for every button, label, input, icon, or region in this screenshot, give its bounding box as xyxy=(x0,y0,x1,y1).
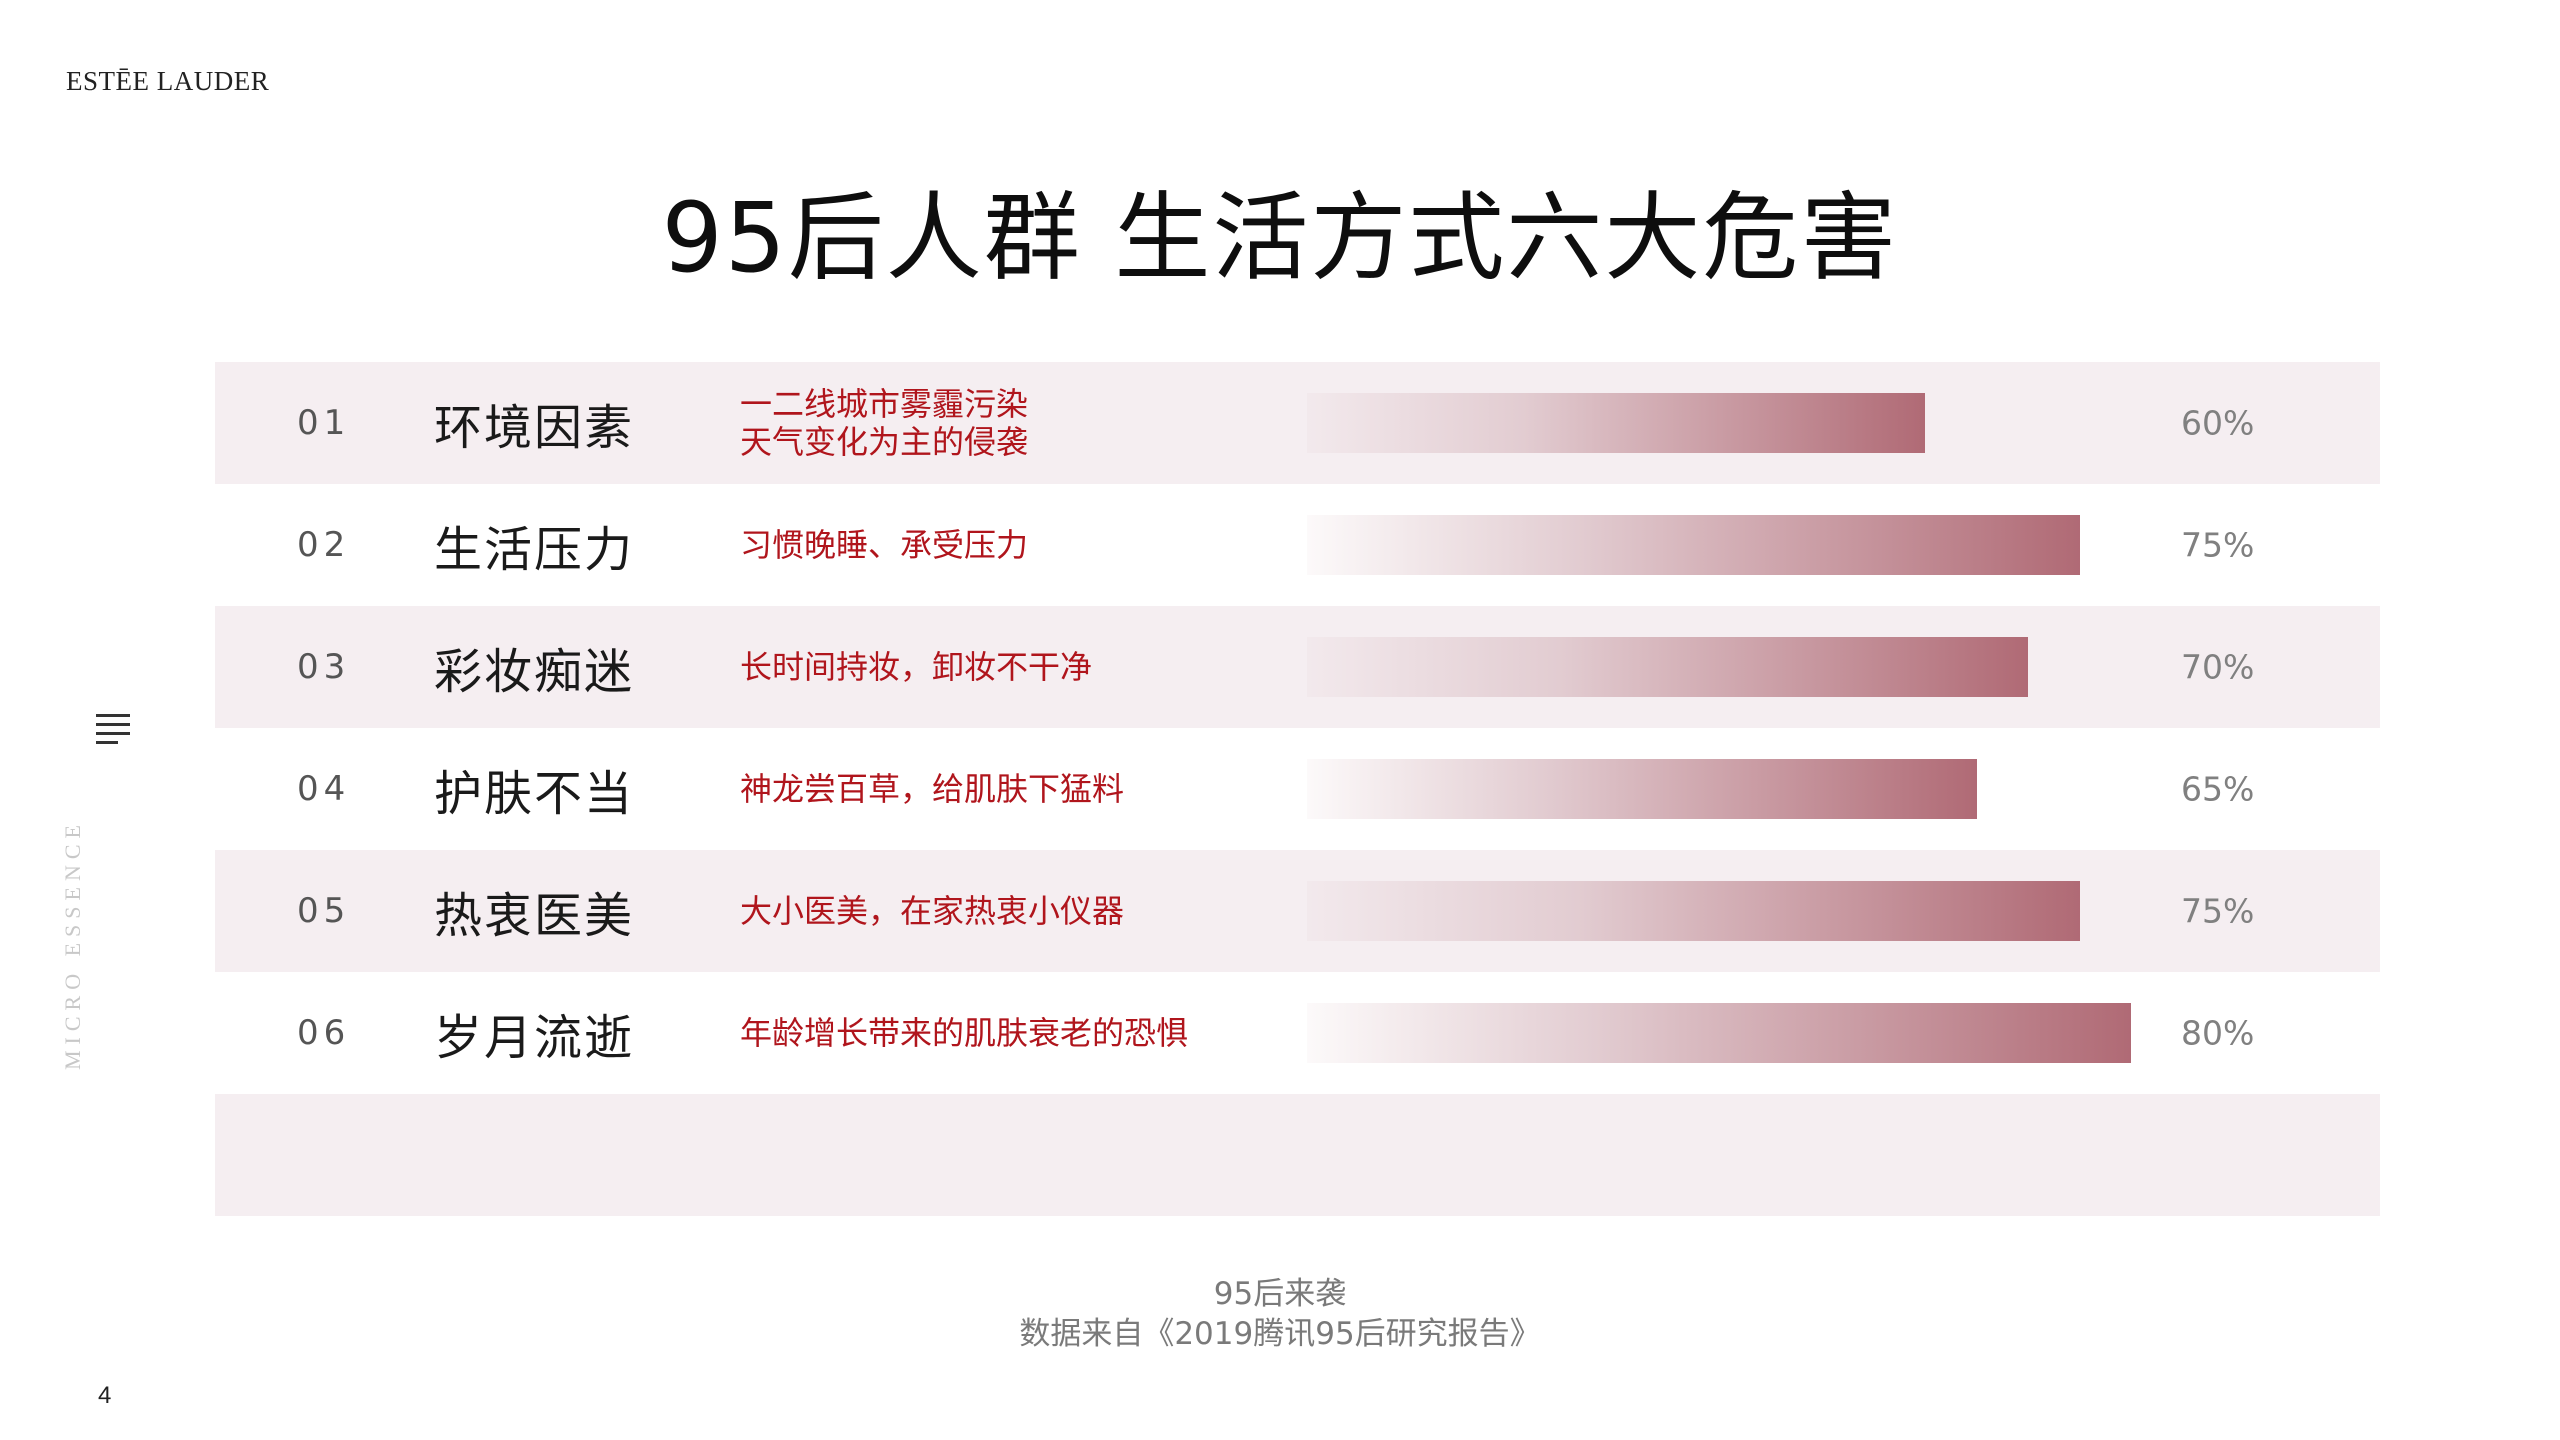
row-description: 年龄增长带来的肌肤衰老的恐惧 xyxy=(740,1014,1188,1052)
row-number: 03 xyxy=(297,647,351,687)
row-label: 岁月流逝 xyxy=(434,1010,635,1066)
row-description-line: 天气变化为主的侵袭 xyxy=(740,423,1029,461)
table-row: 01 环境因素 一二线城市雾霾污染 天气变化为主的侵袭 60% xyxy=(215,362,2380,484)
row-number: 01 xyxy=(297,403,351,443)
side-watermark-text: MICRO ESSENCE xyxy=(60,819,85,1070)
table-row: 03 彩妆痴迷 长时间持妆，卸妆不干净 70% xyxy=(215,606,2380,728)
row-description: 长时间持妆，卸妆不干净 xyxy=(740,648,1092,686)
row-number: 04 xyxy=(297,769,351,809)
hazard-chart: 01 环境因素 一二线城市雾霾污染 天气变化为主的侵袭 60% 02 生活压力 … xyxy=(215,362,2380,1216)
row-description-line: 长时间持妆，卸妆不干净 xyxy=(740,648,1093,686)
row-description-line: 一二线城市雾霾污染 xyxy=(740,385,1029,423)
footer-line: 数据来自《2019腾讯95后研究报告》 xyxy=(1019,1316,1541,1352)
value-label: 75% xyxy=(2181,525,2255,565)
row-label: 环境因素 xyxy=(434,400,635,456)
row-description: 大小医美，在家热衷小仪器 xyxy=(740,892,1124,930)
value-label: 60% xyxy=(2181,403,2255,443)
row-description: 神龙尝百草，给肌肤下猛料 xyxy=(740,770,1124,808)
row-description-line: 习惯晚睡、承受压力 xyxy=(740,526,1029,564)
row-number: 02 xyxy=(297,525,351,565)
empty-row xyxy=(215,1094,2380,1216)
bar xyxy=(1307,637,2028,697)
page-title: 95后人群 生活方式六大危害 xyxy=(661,182,1899,294)
table-row: 05 热衷医美 大小医美，在家热衷小仪器 75% xyxy=(215,850,2380,972)
table-row: 02 生活压力 习惯晚睡、承受压力 75% xyxy=(215,484,2380,606)
row-description: 一二线城市雾霾污染 天气变化为主的侵袭 xyxy=(740,385,1028,461)
value-label: 80% xyxy=(2181,1013,2255,1053)
row-label: 护肤不当 xyxy=(434,766,635,822)
row-description: 习惯晚睡、承受压力 xyxy=(740,526,1028,564)
bar xyxy=(1307,881,2080,941)
bar xyxy=(1307,759,1977,819)
source-note: 95后来袭 数据来自《2019腾讯95后研究报告》 xyxy=(0,1274,2560,1354)
row-label: 彩妆痴迷 xyxy=(434,644,635,700)
table-row: 06 岁月流逝 年龄增长带来的肌肤衰老的恐惧 80% xyxy=(215,972,2380,1094)
page-number: 4 xyxy=(98,1382,112,1409)
bar xyxy=(1307,1003,2131,1063)
row-number: 05 xyxy=(297,891,351,931)
value-label: 65% xyxy=(2181,769,2255,809)
row-label: 热衷医美 xyxy=(434,888,635,944)
value-label: 75% xyxy=(2181,891,2255,931)
value-label: 70% xyxy=(2181,647,2255,687)
row-number: 06 xyxy=(297,1013,351,1053)
footer-line: 95后来袭 xyxy=(1213,1276,1347,1312)
bar xyxy=(1307,515,2080,575)
table-row: 04 护肤不当 神龙尝百草，给肌肤下猛料 65% xyxy=(215,728,2380,850)
row-description-line: 大小医美，在家热衷小仪器 xyxy=(740,892,1125,930)
row-description-line: 年龄增长带来的肌肤衰老的恐惧 xyxy=(740,1014,1189,1052)
row-description-line: 神龙尝百草，给肌肤下猛料 xyxy=(740,770,1125,808)
menu-lines-icon[interactable] xyxy=(96,714,130,748)
row-label: 生活压力 xyxy=(434,522,635,578)
brand-logo: ESTĒE LAUDER xyxy=(66,66,270,96)
bar xyxy=(1307,393,1925,453)
